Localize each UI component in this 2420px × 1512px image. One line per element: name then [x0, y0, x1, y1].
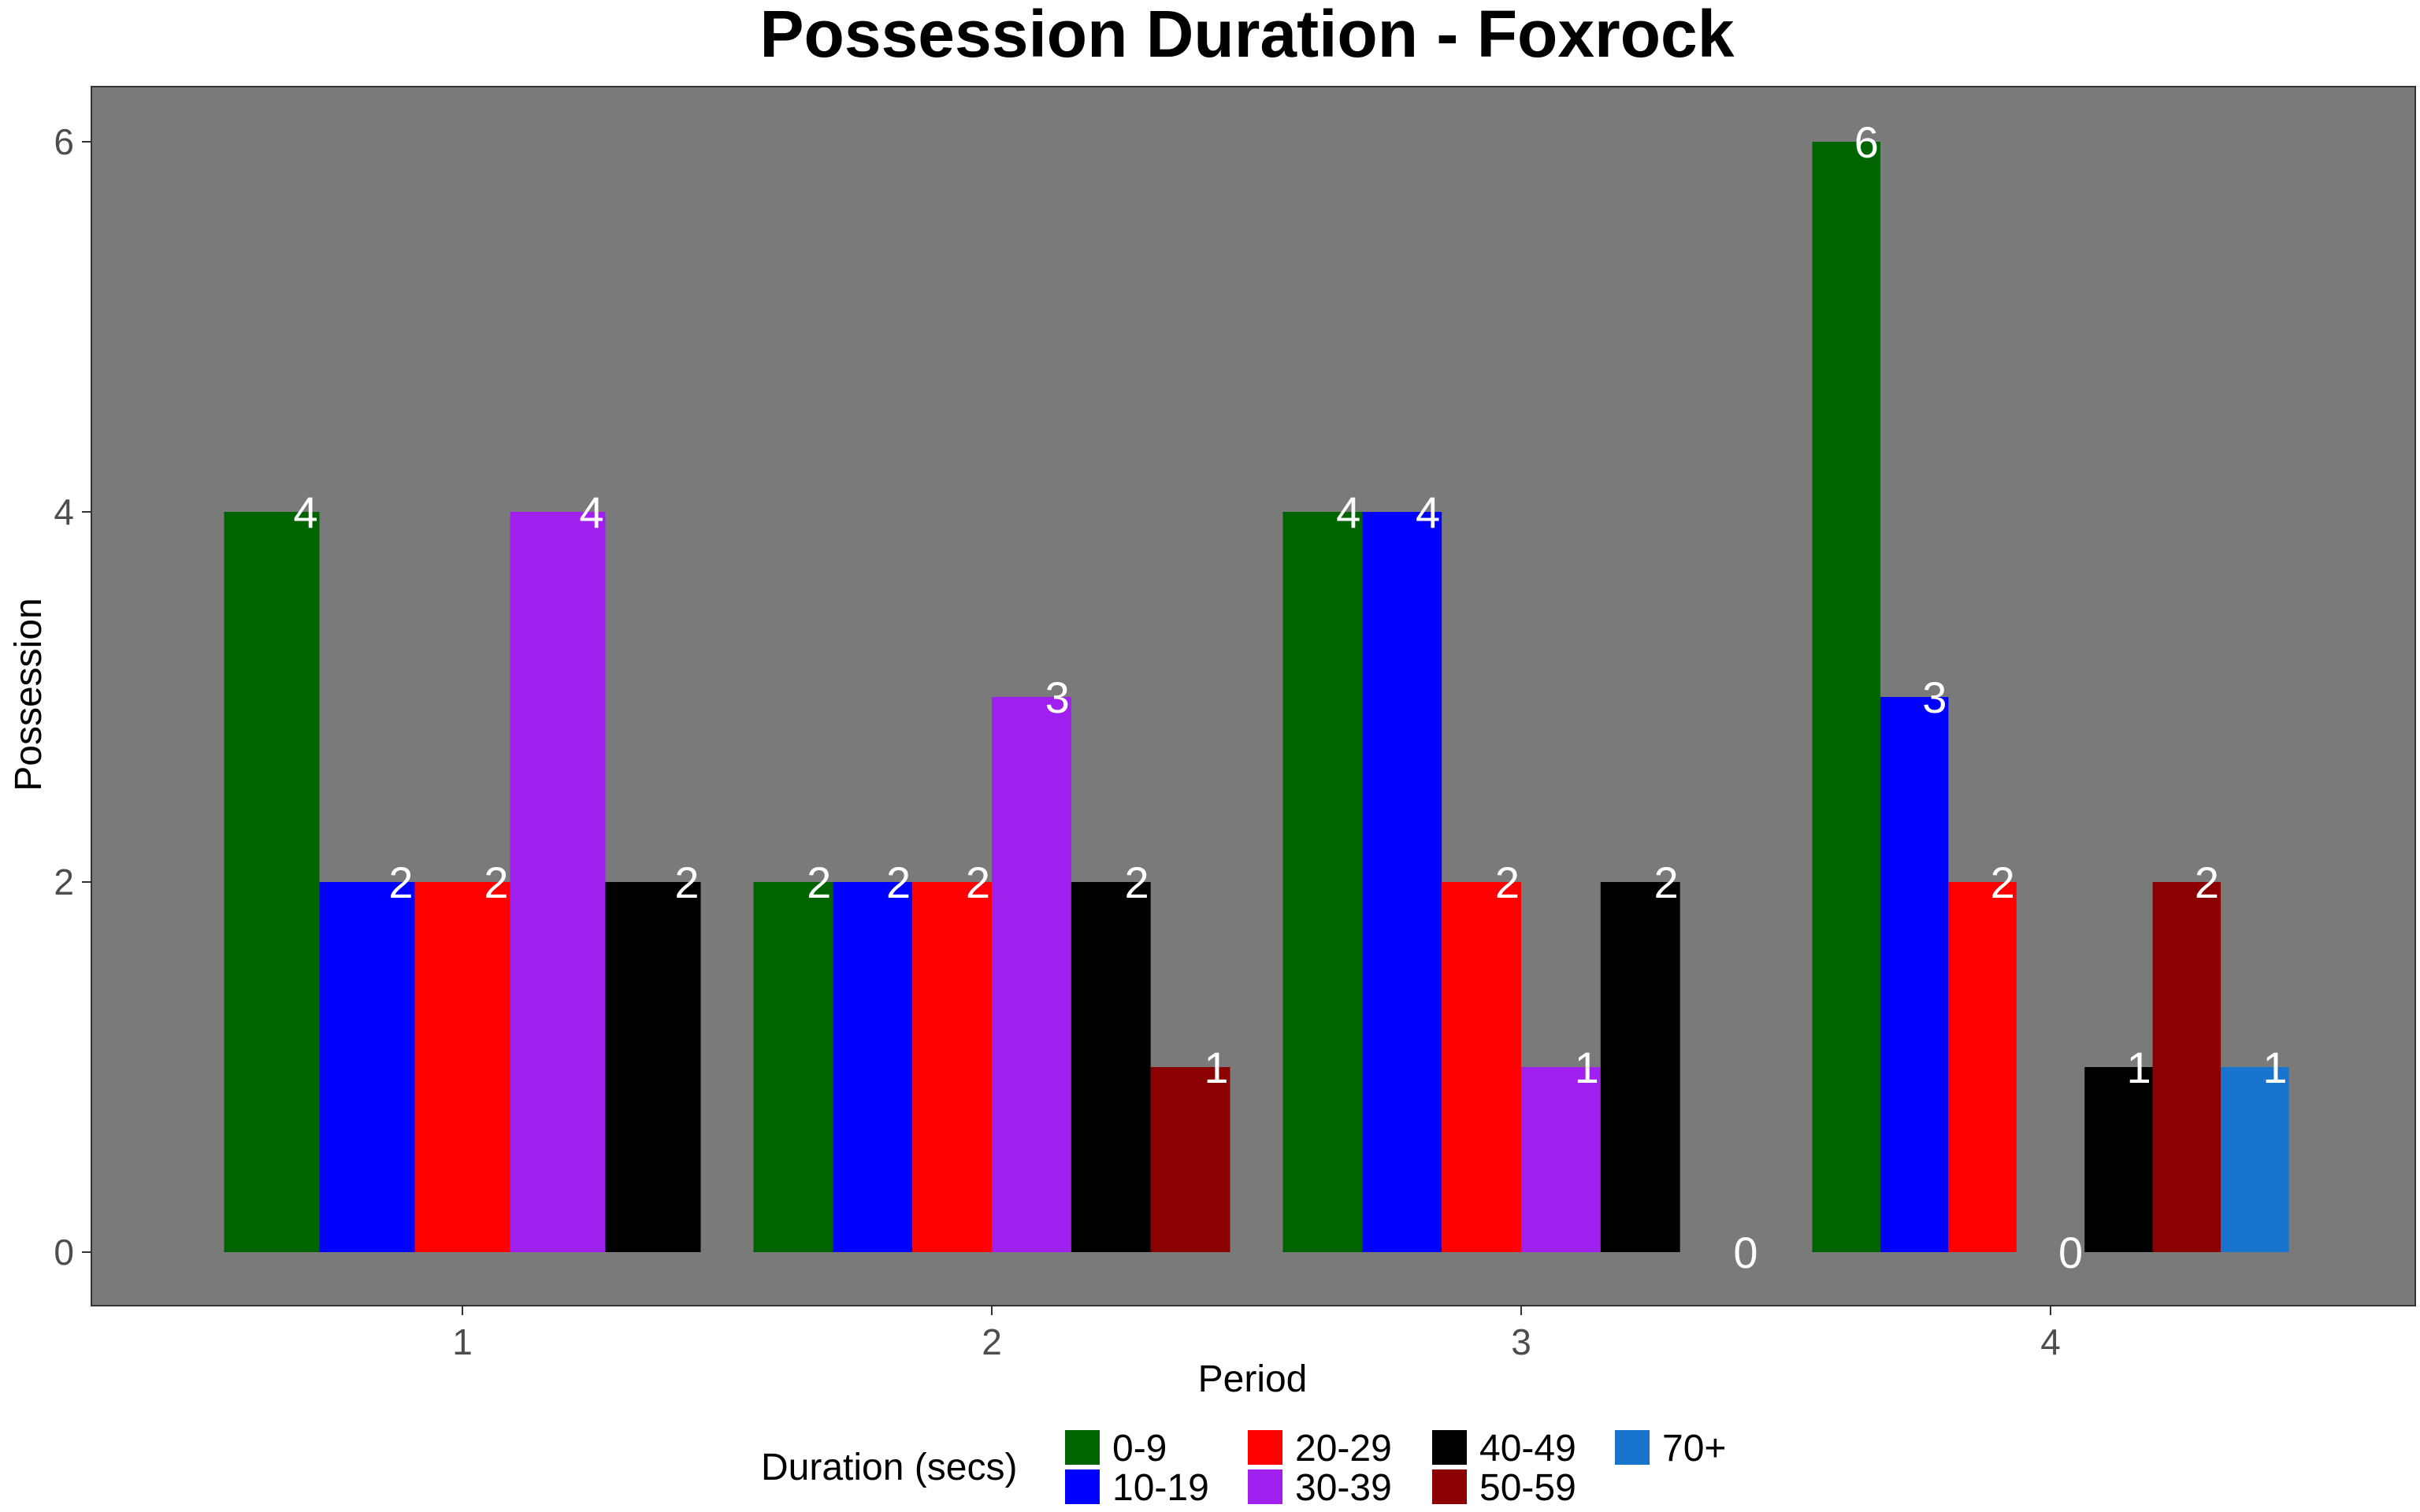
bar-20-29-period-4 — [1948, 882, 2017, 1252]
bar-label-0-9-period-3: 4 — [1336, 487, 1360, 537]
bar-30-39-period-2 — [992, 697, 1071, 1252]
legend-label-30-39: 30-39 — [1295, 1467, 1392, 1509]
y-tick-label: 4 — [54, 491, 74, 532]
bar-label-30-39-period-4: 0 — [2058, 1228, 2083, 1277]
bar-label-40-49-period-2: 2 — [1125, 858, 1149, 907]
x-axis-title: Period — [1198, 1358, 1308, 1400]
y-tick-label: 2 — [54, 862, 74, 902]
bar-label-40-49-period-4: 1 — [2126, 1043, 2151, 1092]
chart-title: Possession Duration - Foxrock — [760, 0, 1735, 71]
bar-0-9-period-1 — [224, 512, 320, 1252]
bar-label-10-19-period-3: 4 — [1416, 487, 1440, 537]
legend-key-0-9 — [1065, 1430, 1100, 1465]
bar-label-0-9-period-4: 6 — [1854, 117, 1879, 167]
bar-label-40-49-period-3: 2 — [1654, 858, 1679, 907]
x-tick-label: 3 — [1511, 1321, 1531, 1362]
legend-key-50-59 — [1432, 1469, 1467, 1504]
bar-50-59-period-2 — [1150, 1067, 1230, 1252]
bar-label-20-29-period-4: 2 — [1991, 858, 2015, 907]
bars — [224, 142, 2289, 1252]
bar-label-30-39-period-2: 3 — [1045, 673, 1070, 722]
bar-label-0-9-period-2: 2 — [807, 858, 831, 907]
legend-key-40-49 — [1432, 1430, 1467, 1465]
bar-label-20-29-period-2: 2 — [966, 858, 990, 907]
bar-0-9-period-4 — [1812, 142, 1880, 1252]
bar-label-30-39-period-3: 1 — [1575, 1043, 1599, 1092]
legend-label-10-19: 10-19 — [1112, 1467, 1209, 1509]
legend-key-10-19 — [1065, 1469, 1100, 1504]
bar-40-49-period-1 — [605, 882, 701, 1252]
bar-40-49-period-4 — [2084, 1067, 2153, 1252]
bar-30-39-period-1 — [510, 512, 606, 1252]
legend-title: Duration (secs) — [761, 1447, 1017, 1488]
bar-20-29-period-1 — [414, 882, 510, 1252]
legend-label-40-49: 40-49 — [1479, 1428, 1576, 1469]
legend-key-20-29 — [1248, 1430, 1282, 1465]
bar-label-10-19-period-2: 2 — [886, 858, 911, 907]
bar-label-40-49-period-1: 2 — [674, 858, 699, 907]
y-tick-label: 6 — [54, 121, 74, 162]
bar-40-49-period-3 — [1600, 882, 1680, 1252]
bar-50-59-period-4 — [2152, 882, 2221, 1252]
bar-label-30-39-period-1: 4 — [579, 487, 603, 537]
legend-label-0-9: 0-9 — [1112, 1428, 1167, 1469]
bar-10-19-period-1 — [319, 882, 415, 1252]
bar-10-19-period-4 — [1880, 697, 1949, 1252]
bar-70+-period-4 — [2221, 1067, 2289, 1252]
legend-label-50-59: 50-59 — [1479, 1467, 1576, 1509]
x-tick-label: 4 — [2040, 1321, 2061, 1362]
bar-label-50-59-period-4: 2 — [2195, 858, 2219, 907]
bar-30-39-period-3 — [1521, 1067, 1601, 1252]
x-axis: 1 2 3 4 — [452, 1306, 2061, 1362]
y-axis: 0 2 4 6 — [54, 121, 91, 1273]
x-tick-label: 2 — [982, 1321, 1002, 1362]
y-axis-title: Possession — [8, 598, 50, 791]
bar-label-0-9-period-1: 4 — [293, 487, 317, 537]
bar-label-20-29-period-1: 2 — [484, 858, 508, 907]
bar-20-29-period-3 — [1442, 882, 1521, 1252]
x-tick-label: 1 — [452, 1321, 473, 1362]
bar-labels: 4 2 2 4 2 2 2 2 3 2 1 4 4 2 1 2 0 6 3 2 0 1 2 1 — [293, 117, 2287, 1277]
bar-label-10-19-period-4: 3 — [1922, 673, 1947, 722]
bar-label-20-29-period-3: 2 — [1495, 858, 1520, 907]
bar-label-70+-period-4: 1 — [2262, 1043, 2287, 1092]
bar-10-19-period-2 — [833, 882, 913, 1252]
bar-label-10-19-period-1: 2 — [388, 858, 413, 907]
bar-40-49-period-2 — [1071, 882, 1151, 1252]
bar-0-9-period-3 — [1282, 512, 1363, 1252]
bar-label-50-59-period-3: 0 — [1733, 1228, 1757, 1277]
legend-key-70+ — [1615, 1430, 1650, 1465]
bar-10-19-period-3 — [1362, 512, 1442, 1252]
legend-key-30-39 — [1248, 1469, 1282, 1504]
y-tick-label: 0 — [54, 1232, 74, 1273]
bar-label-50-59-period-2: 1 — [1204, 1043, 1228, 1092]
bar-0-9-period-2 — [753, 882, 833, 1252]
legend-label-20-29: 20-29 — [1295, 1428, 1392, 1469]
bar-20-29-period-2 — [912, 882, 992, 1252]
legend-label-70+: 70+ — [1662, 1428, 1726, 1469]
